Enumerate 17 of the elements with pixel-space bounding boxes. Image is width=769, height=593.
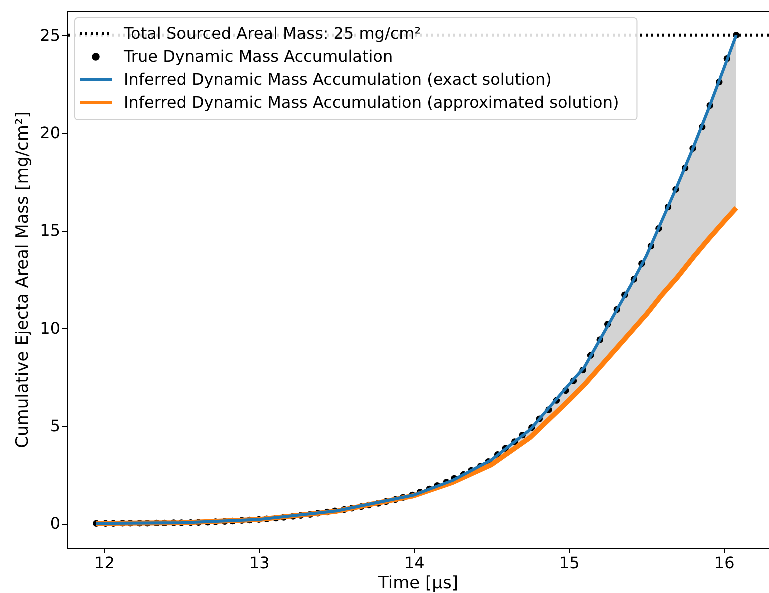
y-tick-label: 5 (50, 416, 60, 436)
x-tick-label: 12 (94, 554, 115, 572)
y-tick-label: 10 (40, 318, 60, 338)
y-axis-title: Cumulative Ejecta Areal Mass [mg/cm²] (13, 112, 34, 448)
x-tick-label: 15 (559, 554, 580, 572)
x-tick-label: 14 (404, 554, 425, 572)
y-tick-label: 25 (40, 26, 60, 45)
ref-line-label: Total Sourced Areal Mass: 25 mg/cm² (123, 24, 422, 43)
y-tick-label: 0 (50, 514, 60, 534)
legend-label: True Dynamic Mass Accumulation (123, 47, 394, 66)
legend-label: Inferred Dynamic Mass Accumulation (exact solution) (124, 70, 552, 89)
legend-label: Inferred Dynamic Mass Accumulation (approximated solution) (124, 93, 620, 112)
y-tick-label: 20 (40, 124, 60, 143)
x-tick-label: 13 (249, 554, 270, 572)
x-axis-title: Time [μs] (378, 574, 458, 593)
x-tick-label: 16 (714, 554, 735, 572)
y-tick-label: 15 (40, 221, 60, 240)
